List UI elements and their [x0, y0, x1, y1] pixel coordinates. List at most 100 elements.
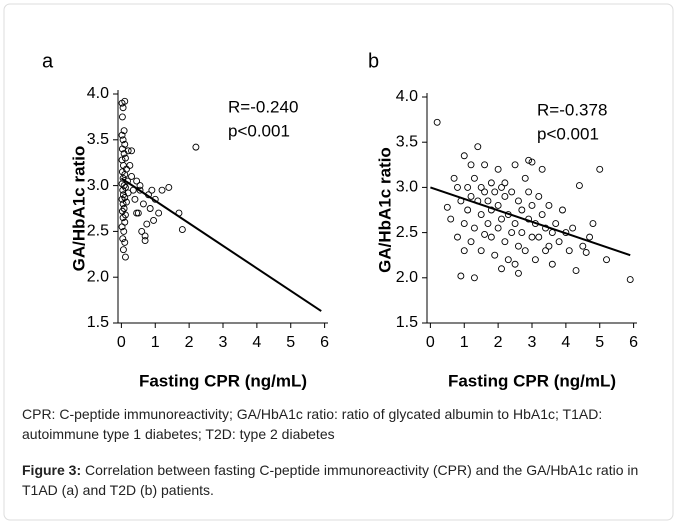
point — [148, 186, 156, 194]
point — [525, 156, 533, 164]
point — [119, 104, 127, 112]
x-tick-label: 6 — [320, 334, 329, 351]
point — [128, 172, 135, 180]
point — [582, 249, 590, 256]
point — [515, 269, 522, 277]
point — [528, 202, 536, 209]
y-axis-title: GA/HbA1c ratio — [69, 146, 88, 272]
point — [596, 165, 604, 173]
point — [548, 260, 556, 268]
point — [555, 238, 563, 246]
point — [501, 192, 509, 200]
point — [477, 247, 485, 255]
point — [155, 209, 163, 217]
point — [545, 242, 553, 250]
y-tick-label: 3.5 — [396, 133, 418, 150]
frame — [3, 3, 674, 521]
point — [487, 233, 495, 241]
point — [498, 183, 505, 191]
point — [494, 224, 502, 232]
point — [447, 215, 455, 223]
point — [494, 165, 502, 173]
point — [119, 136, 127, 144]
point — [192, 143, 200, 151]
point — [528, 158, 536, 166]
y-tick-label: 2.0 — [87, 268, 109, 285]
point — [150, 216, 158, 224]
point — [119, 246, 127, 254]
x-axis-title: Fasting CPR (ng/mL) — [448, 371, 616, 390]
point — [521, 247, 529, 255]
x-tick-label: 3 — [528, 334, 537, 351]
point — [454, 233, 461, 241]
annotation: R=-0.378 — [537, 100, 607, 119]
x-tick-label: 5 — [595, 334, 604, 351]
y-tick-label: 1.5 — [87, 314, 109, 331]
point — [521, 174, 529, 182]
point — [501, 238, 509, 246]
point — [118, 180, 126, 188]
point — [450, 174, 458, 182]
annotation: p<0.001 — [537, 124, 599, 143]
x-tick-label: 6 — [629, 334, 638, 351]
x-axis-title: Fasting CPR (ng/mL) — [139, 371, 307, 390]
trendline — [120, 177, 322, 312]
point — [136, 182, 144, 190]
point — [460, 220, 468, 228]
point — [494, 202, 502, 209]
point — [518, 229, 526, 237]
point — [454, 183, 461, 191]
point — [146, 205, 154, 212]
point — [575, 182, 583, 190]
x-tick-label: 4 — [561, 334, 570, 351]
point — [470, 224, 478, 232]
point — [121, 238, 129, 246]
y-tick-label: 4.0 — [396, 88, 418, 105]
panel-label: a — [42, 50, 54, 72]
note: CPR: C-peptide immunoreactivity; GA/HbA1… — [22, 406, 603, 442]
annotation: R=-0.240 — [228, 97, 298, 116]
point — [498, 215, 505, 223]
x-tick-label: 1 — [460, 334, 469, 351]
x-tick-label: 2 — [494, 334, 503, 351]
point — [626, 276, 634, 284]
point — [586, 233, 594, 241]
point — [128, 147, 135, 155]
point — [464, 183, 472, 191]
point — [122, 253, 129, 261]
y-tick-label: 3.5 — [87, 131, 109, 148]
point — [143, 220, 151, 228]
point — [579, 242, 587, 250]
point — [118, 223, 126, 231]
point — [141, 237, 149, 245]
point — [467, 192, 475, 200]
point — [477, 183, 485, 191]
point — [498, 265, 505, 273]
point — [531, 256, 539, 264]
point — [178, 226, 186, 234]
point — [565, 247, 573, 255]
y-tick-label: 1.5 — [396, 314, 418, 331]
point — [467, 161, 475, 169]
point — [487, 179, 495, 187]
point — [121, 97, 129, 105]
point — [118, 113, 126, 121]
point — [120, 182, 128, 190]
point — [470, 274, 478, 282]
point — [474, 143, 482, 151]
point — [515, 242, 522, 250]
caption-label: Figure 3: — [22, 462, 82, 478]
point — [119, 186, 127, 194]
point — [119, 214, 127, 222]
point — [119, 235, 127, 243]
point — [535, 192, 543, 200]
point — [559, 206, 566, 214]
annotation: p<0.001 — [228, 121, 290, 140]
point — [124, 147, 132, 155]
point — [491, 251, 499, 259]
point — [119, 200, 127, 208]
x-tick-label: 3 — [219, 334, 228, 351]
point — [484, 197, 492, 205]
point — [126, 161, 134, 169]
